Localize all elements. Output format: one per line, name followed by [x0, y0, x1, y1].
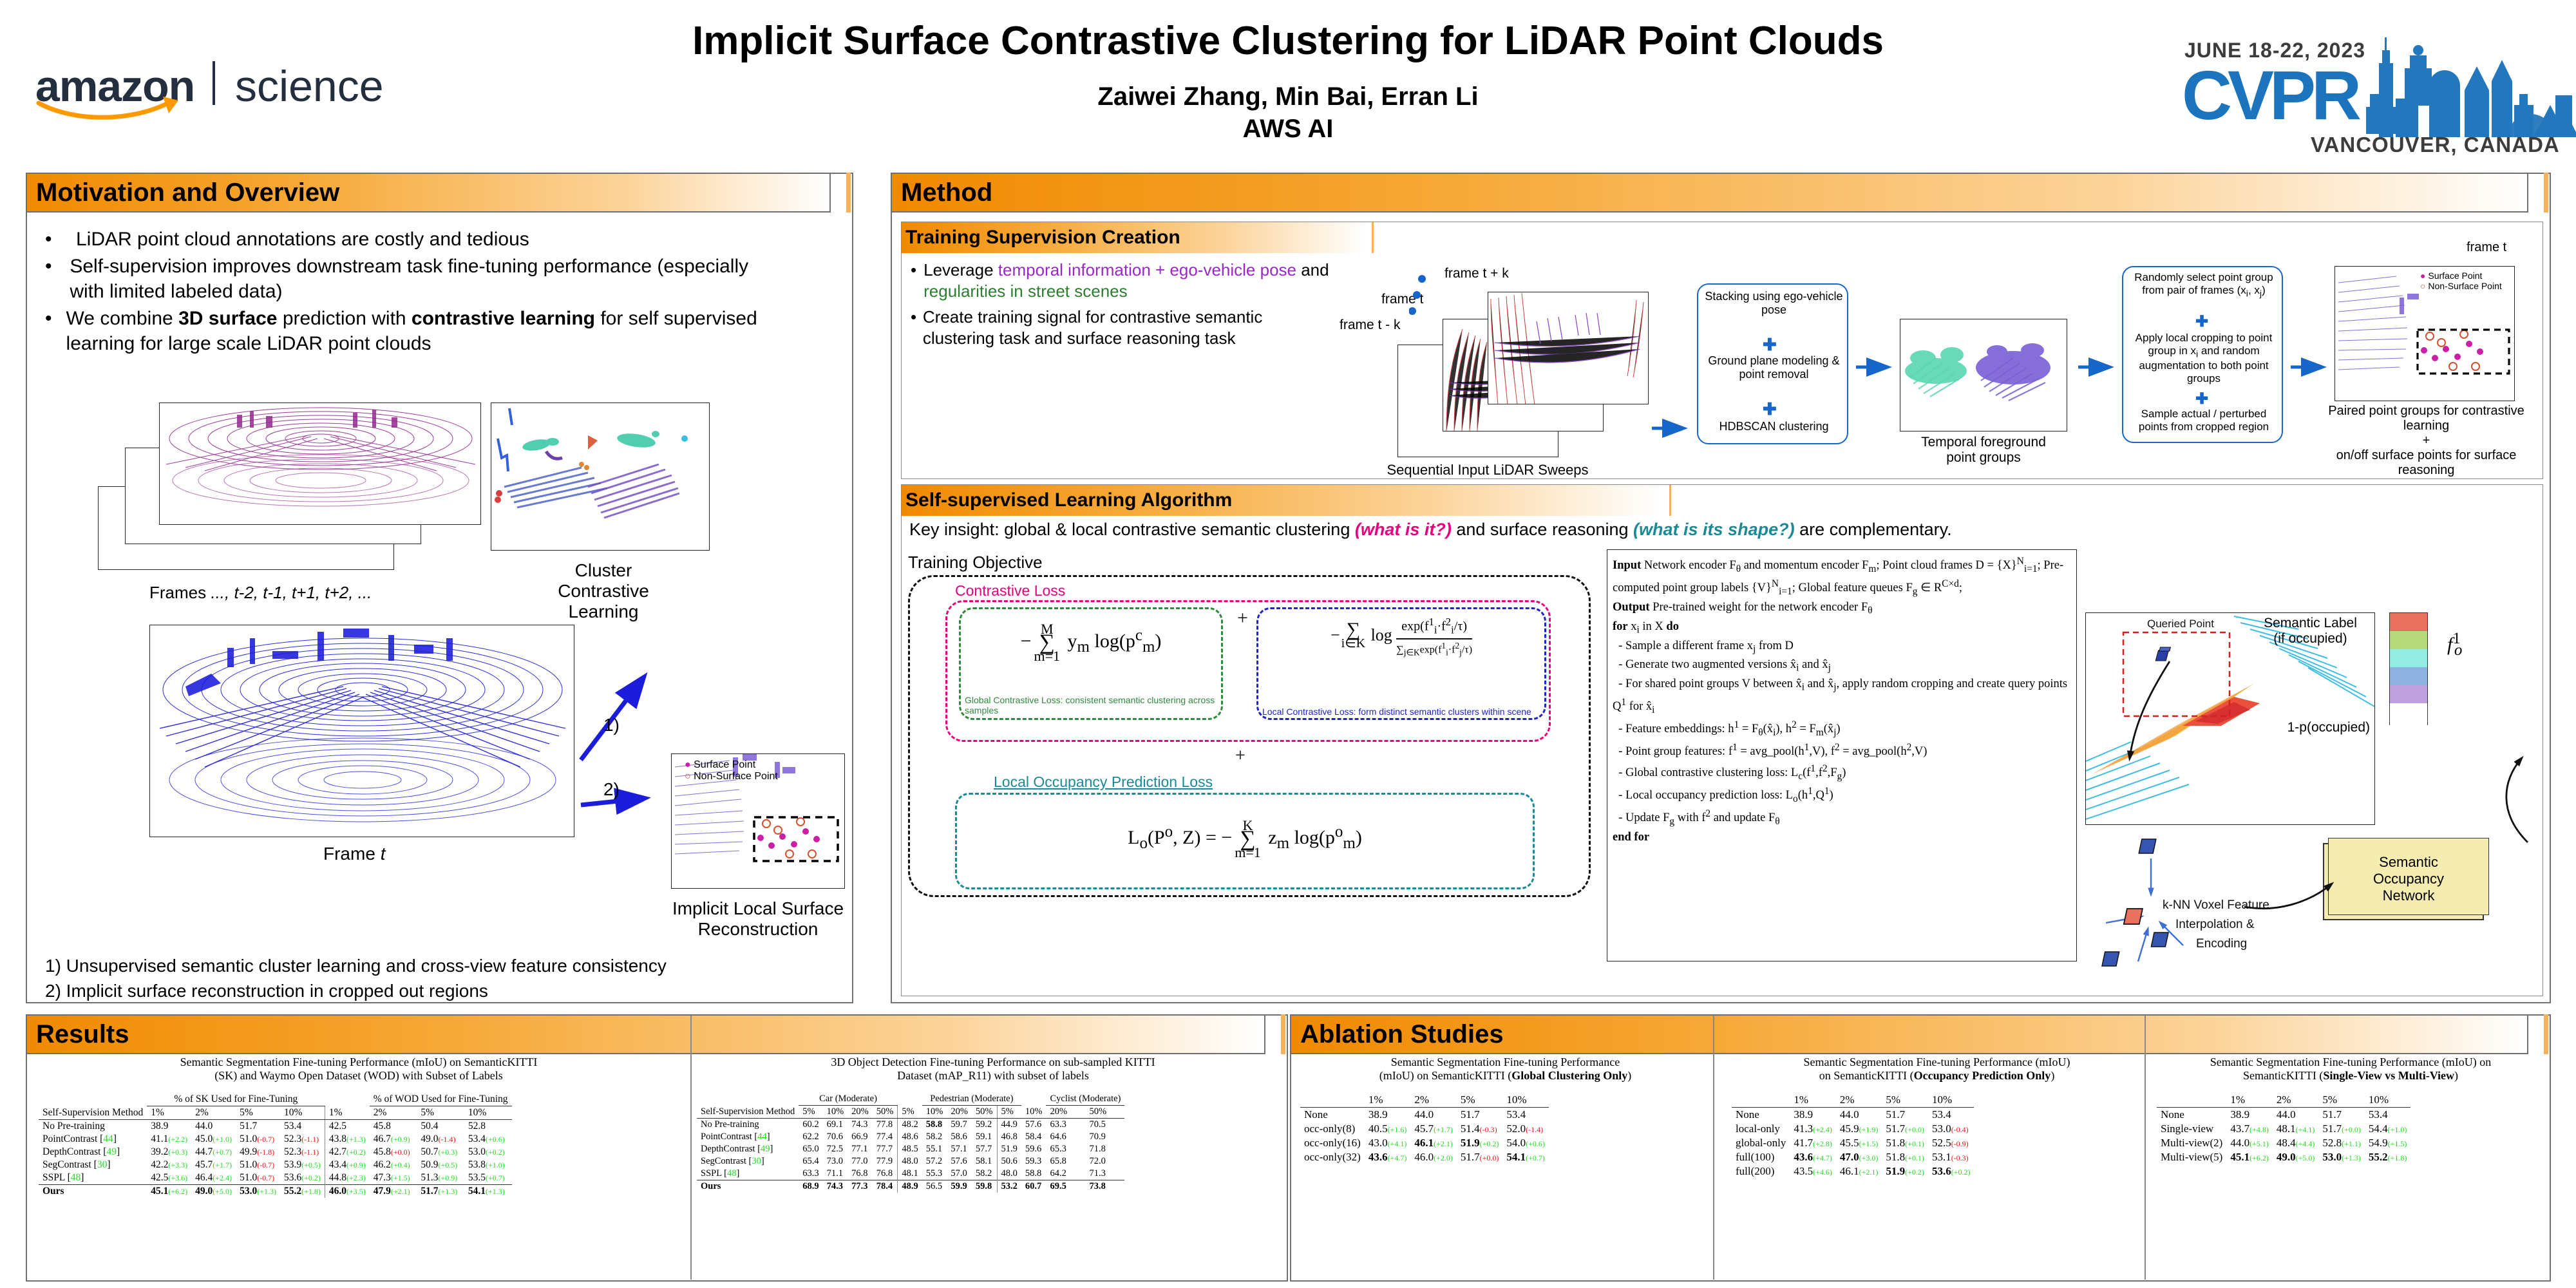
svg-text:Encoding: Encoding	[2196, 937, 2247, 951]
svg-text:Interpolation &: Interpolation &	[2175, 918, 2255, 931]
svg-text:Queried Point: Queried Point	[2147, 618, 2214, 630]
